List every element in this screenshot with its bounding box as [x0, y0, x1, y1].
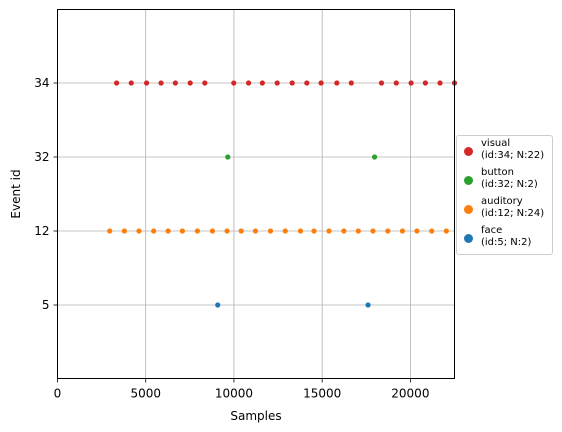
data-point	[429, 228, 435, 234]
data-point	[187, 80, 193, 86]
legend-label: face (id:5; N:2)	[481, 225, 532, 248]
legend-item: visual (id:34; N:22)	[461, 138, 552, 167]
data-point	[341, 228, 347, 234]
data-point	[121, 228, 127, 234]
data-point	[385, 228, 391, 234]
data-point	[365, 302, 371, 308]
data-point	[107, 228, 113, 234]
legend-item: button (id:32; N:2)	[461, 167, 552, 196]
legend-label: auditory (id:12; N:24)	[481, 196, 545, 219]
data-point	[334, 80, 340, 86]
data-point	[172, 80, 178, 86]
data-point	[165, 228, 171, 234]
x-tick-label: 10000	[215, 387, 253, 401]
legend: visual (id:34; N:22) button (id:32; N:2) a…	[456, 135, 553, 255]
legend-marker	[464, 234, 473, 243]
x-tick-label: 20000	[391, 387, 429, 401]
legend-label: visual (id:34; N:22)	[481, 138, 545, 161]
data-point	[348, 80, 354, 86]
x-axis-label: Samples	[230, 409, 281, 423]
data-point	[282, 228, 288, 234]
legend-marker	[464, 147, 473, 156]
x-tick-label: 15000	[303, 387, 341, 401]
data-point	[209, 228, 216, 234]
data-point	[224, 228, 230, 234]
data-point	[245, 80, 252, 86]
data-point	[318, 80, 324, 86]
y-tick-label: 32	[34, 150, 49, 164]
x-tick-label: 0	[54, 387, 62, 401]
x-tick-label: 5000	[130, 387, 161, 401]
plot-frame	[57, 9, 455, 379]
data-point	[437, 80, 443, 86]
data-point	[297, 228, 304, 234]
data-point	[443, 228, 449, 234]
legend-marker	[464, 176, 473, 185]
legend-item: auditory (id:12; N:24)	[461, 196, 552, 225]
data-point	[267, 228, 274, 234]
data-point	[408, 80, 414, 86]
legend-marker	[464, 205, 473, 214]
data-point	[151, 228, 157, 234]
data-point	[289, 80, 295, 86]
data-point	[355, 228, 361, 234]
data-point	[114, 80, 120, 86]
y-axis-label: Event id	[9, 169, 23, 218]
data-point	[311, 228, 317, 234]
data-point	[238, 228, 244, 234]
data-point	[128, 80, 134, 86]
y-tick-label: 34	[34, 76, 49, 90]
data-point	[136, 228, 142, 234]
data-point	[393, 80, 399, 86]
data-point	[370, 228, 376, 234]
y-tick-label: 12	[34, 224, 49, 238]
grid-lines	[57, 9, 455, 379]
data-point	[259, 80, 265, 86]
data-point	[158, 80, 164, 86]
data-point	[378, 80, 385, 86]
data-point	[252, 228, 259, 234]
data-point	[399, 228, 406, 234]
data-point	[326, 228, 332, 234]
y-tick-label: 5	[42, 298, 50, 312]
data-point	[215, 302, 221, 308]
data-point	[371, 154, 378, 160]
data-point	[414, 228, 420, 234]
data-point	[231, 80, 237, 86]
legend-label: button (id:32; N:2)	[481, 167, 538, 190]
data-points	[107, 80, 458, 308]
data-point	[304, 80, 310, 86]
data-point	[202, 80, 208, 86]
legend-item: face (id:5; N:2)	[461, 225, 552, 254]
data-point	[274, 80, 280, 86]
data-point	[194, 228, 201, 234]
data-point	[179, 228, 186, 234]
data-point	[422, 80, 428, 86]
x-axis-ticks: 0 5000 10000 15000 20000	[54, 378, 429, 401]
data-point	[225, 154, 231, 160]
data-point	[144, 80, 150, 86]
y-axis-ticks: 5 12 32 34	[34, 76, 58, 312]
